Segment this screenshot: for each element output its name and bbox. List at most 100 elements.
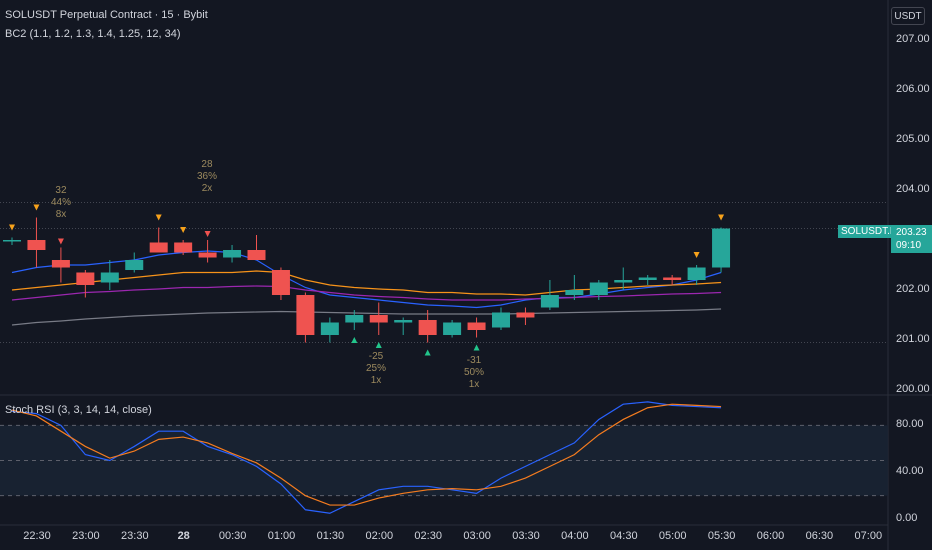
time-axis-label: 06:30 bbox=[805, 530, 834, 542]
candle-body bbox=[271, 270, 290, 295]
stoch-rsi-title[interactable]: Stoch RSI (3, 3, 14, 14, close) bbox=[5, 404, 152, 416]
price-axis-label: 204.00 bbox=[896, 183, 930, 195]
candle-body bbox=[687, 267, 706, 280]
time-axis-label: 05:30 bbox=[707, 530, 736, 542]
candle-body bbox=[369, 315, 388, 323]
time-axis-label: 28 bbox=[177, 530, 190, 542]
candle-body bbox=[467, 322, 486, 330]
annotation-line: 32 bbox=[55, 185, 67, 196]
candle-body bbox=[174, 242, 193, 253]
annotation-line: 8x bbox=[55, 209, 67, 220]
stoch-k-line bbox=[11, 401, 722, 514]
candle-body bbox=[345, 315, 364, 323]
currency-button[interactable]: USDT bbox=[891, 7, 925, 25]
sell-signal-icon bbox=[155, 214, 162, 221]
indicator-title[interactable]: BC2 (1.1, 1.2, 1.3, 1.4, 1.25, 12, 34) bbox=[5, 28, 181, 40]
sell-signal-icon bbox=[204, 231, 211, 237]
candle-body bbox=[51, 260, 70, 268]
ma-line-3 bbox=[11, 285, 722, 301]
time-axis-label: 04:30 bbox=[610, 530, 638, 542]
candle-body bbox=[492, 312, 510, 328]
candle-body bbox=[540, 295, 559, 308]
time-axis-label: 07:00 bbox=[854, 530, 883, 542]
annotation-line: -25 bbox=[368, 351, 384, 362]
annotation-line: 28 bbox=[201, 159, 213, 170]
price-axis-label: 201.00 bbox=[896, 333, 930, 345]
annotation-line: 2x bbox=[201, 183, 213, 194]
time-axis-label: 05:00 bbox=[658, 530, 687, 542]
signal-annotation: -31 50% 1x bbox=[464, 355, 484, 391]
candle-body bbox=[394, 320, 413, 323]
current-price: 203.23 bbox=[896, 227, 927, 238]
price-axis-label: 202.00 bbox=[896, 283, 930, 295]
annotation-line: 1x bbox=[370, 375, 382, 386]
annotation-line: 44% bbox=[50, 197, 72, 208]
sell-signal-icon bbox=[57, 238, 64, 245]
annotation-line: 50% bbox=[463, 367, 485, 378]
annotation-line: -31 bbox=[466, 355, 482, 366]
symbol-price-tag: SOLUSDT.P bbox=[838, 225, 900, 238]
candle-body bbox=[443, 322, 462, 335]
candle-body bbox=[712, 228, 731, 268]
time-axis-label: 04:00 bbox=[561, 530, 589, 542]
stoch-axis-label: 0.00 bbox=[896, 512, 918, 525]
time-axis-label: 00:30 bbox=[218, 530, 247, 542]
time-axis-label: 03:30 bbox=[512, 530, 540, 542]
candle-body bbox=[614, 280, 633, 283]
sell-signal-icon bbox=[693, 252, 700, 258]
sell-signal-icon bbox=[718, 214, 725, 221]
candle-body bbox=[418, 320, 437, 335]
buy-signal-icon bbox=[375, 342, 382, 348]
current-price-tag: 203.23 09:10 bbox=[891, 225, 932, 253]
bar-countdown: 09:10 bbox=[896, 240, 922, 251]
ma-line-4 bbox=[11, 308, 722, 326]
candle-body bbox=[320, 322, 339, 335]
candle-body bbox=[149, 242, 168, 253]
time-axis-label: 02:00 bbox=[365, 530, 394, 542]
candle-body bbox=[76, 272, 95, 285]
time-axis-label: 01:30 bbox=[316, 530, 345, 542]
time-axis-label: 22:30 bbox=[23, 530, 51, 542]
buy-signal-icon bbox=[473, 344, 480, 351]
sell-signal-icon bbox=[180, 227, 187, 233]
price-axis-label: 200.00 bbox=[896, 383, 930, 395]
time-axis-label: 03:00 bbox=[463, 530, 491, 542]
candle-body bbox=[247, 250, 266, 260]
stoch-axis-label: 80.00 bbox=[896, 418, 924, 431]
annotation-line: 25% bbox=[365, 363, 387, 374]
symbol-title[interactable]: SOLUSDT Perpetual Contract · 15 · Bybit bbox=[5, 9, 208, 21]
price-axis-label: 206.00 bbox=[896, 83, 930, 95]
buy-signal-icon bbox=[351, 337, 358, 343]
sell-signal-icon bbox=[33, 204, 40, 211]
candle-body bbox=[589, 282, 608, 295]
annotation-line: 1x bbox=[468, 379, 480, 390]
time-axis-label: 23:00 bbox=[72, 530, 100, 542]
signal-annotation: 32 44% 8x bbox=[51, 185, 71, 221]
annotation-line: 36% bbox=[196, 171, 218, 182]
candle-body bbox=[100, 272, 119, 283]
time-axis-label: 01:00 bbox=[267, 530, 296, 542]
price-axis-label: 207.00 bbox=[896, 33, 930, 45]
stoch-d-line bbox=[11, 403, 722, 506]
time-axis-label: 06:00 bbox=[756, 530, 785, 542]
sell-signal-icon bbox=[9, 224, 15, 231]
candle-body bbox=[296, 295, 315, 335]
signal-annotation: -25 25% 1x bbox=[366, 351, 386, 387]
time-axis-label: 23:30 bbox=[121, 530, 149, 542]
buy-signal-icon bbox=[424, 349, 431, 356]
candle-body bbox=[125, 260, 144, 270]
candle-body bbox=[565, 290, 584, 295]
time-axis-label: 02:30 bbox=[414, 530, 442, 542]
price-axis-label: 205.00 bbox=[896, 133, 930, 145]
candle-body bbox=[638, 277, 657, 280]
stoch-axis-label: 40.00 bbox=[896, 465, 924, 478]
candle-body bbox=[223, 250, 242, 258]
candle-body bbox=[3, 240, 21, 242]
candle-body bbox=[198, 252, 217, 258]
signal-annotation: 28 36% 2x bbox=[197, 159, 217, 195]
candle-body bbox=[516, 312, 535, 318]
candle-body bbox=[663, 277, 682, 280]
candle-body bbox=[27, 240, 46, 250]
